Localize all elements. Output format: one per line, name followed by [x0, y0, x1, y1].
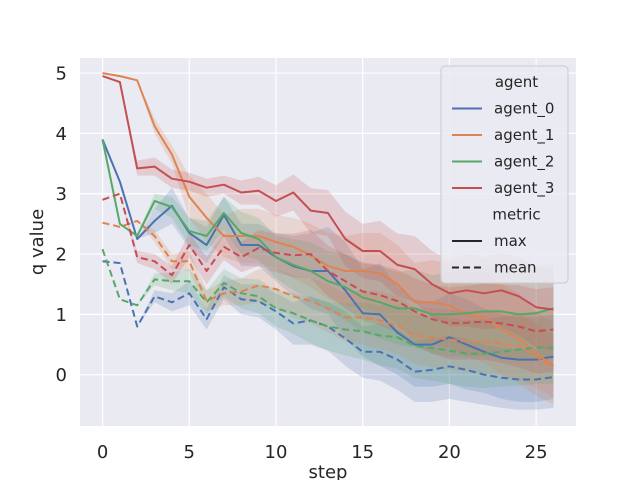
legend-label-mean: mean	[494, 259, 537, 277]
y-tick-label: 5	[56, 64, 67, 85]
agent_2-mean-band	[102, 249, 554, 388]
legend-label-agent_2: agent_2	[494, 153, 554, 172]
y-tick-label: 2	[56, 245, 67, 266]
agent_3-mean-line	[102, 192, 554, 333]
legend-title-agent: agent	[495, 73, 538, 91]
x-tick-label: 15	[351, 442, 374, 463]
y-tick-label: 4	[56, 124, 67, 145]
legend-label-agent_3: agent_3	[494, 179, 554, 198]
agent_2-mean-line	[101, 248, 554, 355]
tick-labels: 0 5 10 15 20 25 0 1 2 3 4 5	[56, 64, 548, 463]
x-tick-label: 20	[438, 442, 461, 463]
x-tick-label: 10	[265, 442, 288, 463]
agent_1-mean-line	[102, 219, 555, 369]
legend-title-metric: metric	[492, 206, 540, 224]
x-tick-label: 0	[97, 442, 108, 463]
y-axis-label: q value	[27, 209, 48, 275]
legend-label-agent_1: agent_1	[494, 126, 554, 145]
agent_0-mean-band	[102, 261, 554, 410]
x-axis-label: step	[309, 462, 348, 480]
legend-label-agent_0: agent_0	[494, 100, 554, 119]
y-tick-label: 0	[56, 365, 67, 386]
x-tick-label: 5	[184, 442, 195, 463]
agent_2-max-line	[101, 139, 554, 316]
agent_1-max-band	[102, 73, 554, 405]
agent_1-max-line	[102, 72, 555, 367]
agent_3-mean-band	[102, 193, 554, 374]
series-lines	[101, 72, 555, 381]
y-tick-label: 1	[56, 305, 67, 326]
y-tick-label: 3	[56, 184, 67, 205]
legend-frame	[440, 65, 569, 284]
legend-label-max: max	[494, 232, 527, 250]
agent_3-max-line	[102, 75, 554, 311]
x-tick-label: 25	[525, 442, 548, 463]
